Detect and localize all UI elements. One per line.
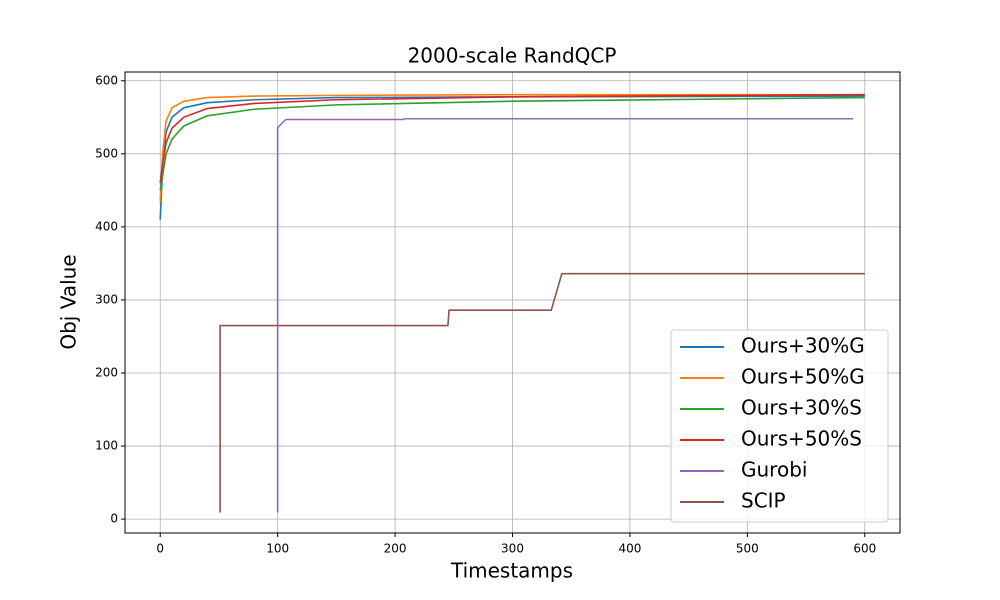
y-tick-label: 500 [95, 146, 118, 160]
y-tick-label: 300 [95, 292, 118, 306]
chart-title: 2000-scale RandQCP [408, 44, 617, 68]
y-tick-label: 400 [95, 219, 118, 233]
x-tick-label: 500 [736, 542, 759, 556]
legend-label: Ours+50%G [741, 365, 865, 389]
series-line [159, 96, 865, 191]
legend-label: Ours+50%S [741, 427, 862, 451]
y-tick-label: 0 [110, 512, 118, 526]
series-line [159, 93, 865, 202]
legend-label: Ours+30%G [741, 334, 865, 358]
y-tick-label: 600 [95, 73, 118, 87]
x-axis-label: Timestamps [450, 559, 573, 583]
series-line [159, 93, 865, 184]
legend-label: Ours+30%S [741, 396, 862, 420]
y-tick-label: 100 [95, 439, 118, 453]
series-line [276, 117, 854, 513]
x-tick-label: 400 [618, 542, 641, 556]
legend-label: SCIP [741, 489, 786, 513]
x-tick-label: 0 [156, 542, 164, 556]
x-tick-label: 300 [501, 542, 524, 556]
y-axis-label: Obj Value [57, 254, 81, 349]
x-tick-label: 200 [384, 542, 407, 556]
legend-label: Gurobi [741, 458, 807, 482]
y-tick-label: 200 [95, 366, 118, 380]
plot-frame [124, 71, 901, 534]
series-line [219, 272, 865, 513]
x-tick-label: 600 [853, 542, 876, 556]
x-tick-label: 100 [266, 542, 289, 556]
legend-box [670, 329, 889, 523]
